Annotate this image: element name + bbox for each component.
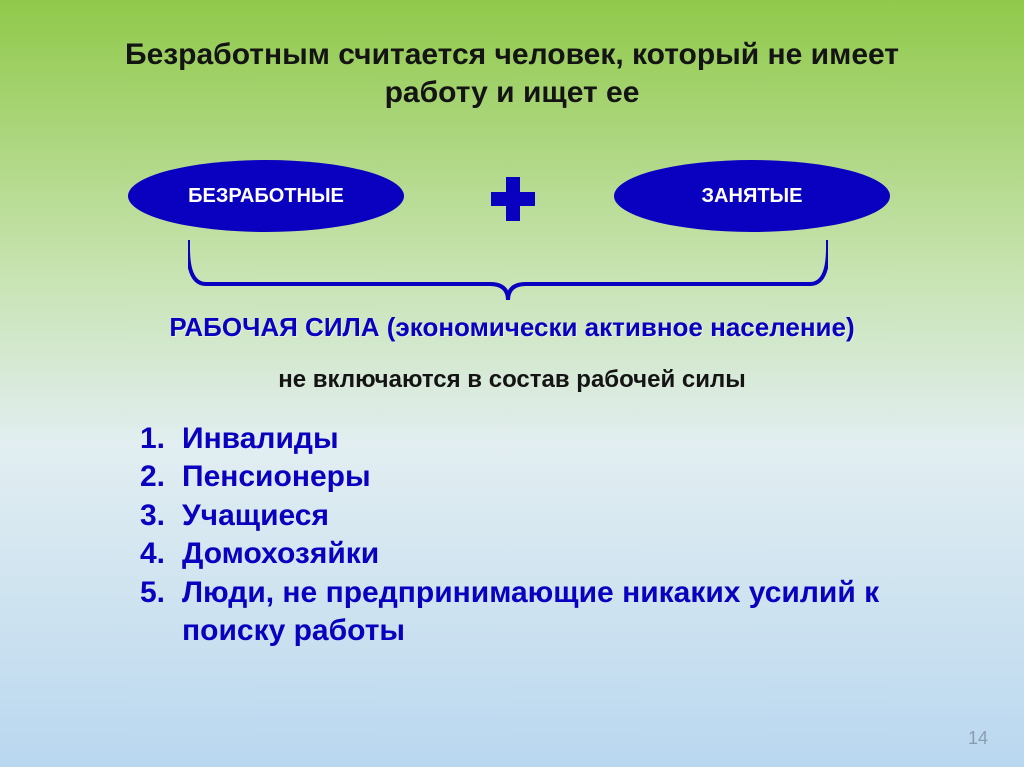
curly-bracket [188, 240, 828, 306]
list-item-label: Учащиеся [182, 499, 329, 532]
list-item-number: 5. [140, 574, 165, 612]
list-item-number: 3. [140, 497, 165, 535]
list-item: 2. Пенсионеры [140, 458, 954, 496]
ellipse-employed: ЗАНЯТЫЕ [614, 160, 890, 232]
list-item: 3. Учащиеся [140, 497, 954, 535]
slide-content: Безработным считается человек, который н… [0, 0, 1024, 767]
slide-title: Безработным считается человек, который н… [0, 36, 1024, 111]
list-item-label: Люди, не предпринимающие никаких усилий … [182, 576, 879, 647]
ellipse-unemployed-label: БЕЗРАБОТНЫЕ [188, 185, 344, 208]
list-item: 5. Люди, не предпринимающие никаких усили… [140, 574, 954, 651]
ellipse-employed-label: ЗАНЯТЫЕ [702, 185, 803, 208]
list-item-number: 2. [140, 458, 165, 496]
list-item: 1. Инвалиды [140, 420, 954, 458]
labor-force-heading: РАБОЧАЯ СИЛА (экономически активное насе… [0, 312, 1024, 343]
list-item-label: Инвалиды [182, 422, 339, 455]
not-included-heading: не включаются в состав рабочей силы [0, 366, 1024, 394]
excluded-list: 1. Инвалиды 2. Пенсионеры 3. Учащиеся 4. Домохо… [140, 420, 954, 650]
plus-icon [491, 177, 535, 221]
page-number: 14 [968, 728, 988, 749]
list-item-label: Домохозяйки [182, 537, 379, 570]
list-item: 4. Домохозяйки [140, 535, 954, 573]
list-item-number: 4. [140, 535, 165, 573]
ellipse-unemployed: БЕЗРАБОТНЫЕ [128, 160, 404, 232]
list-item-number: 1. [140, 420, 165, 458]
list-item-label: Пенсионеры [182, 460, 371, 493]
